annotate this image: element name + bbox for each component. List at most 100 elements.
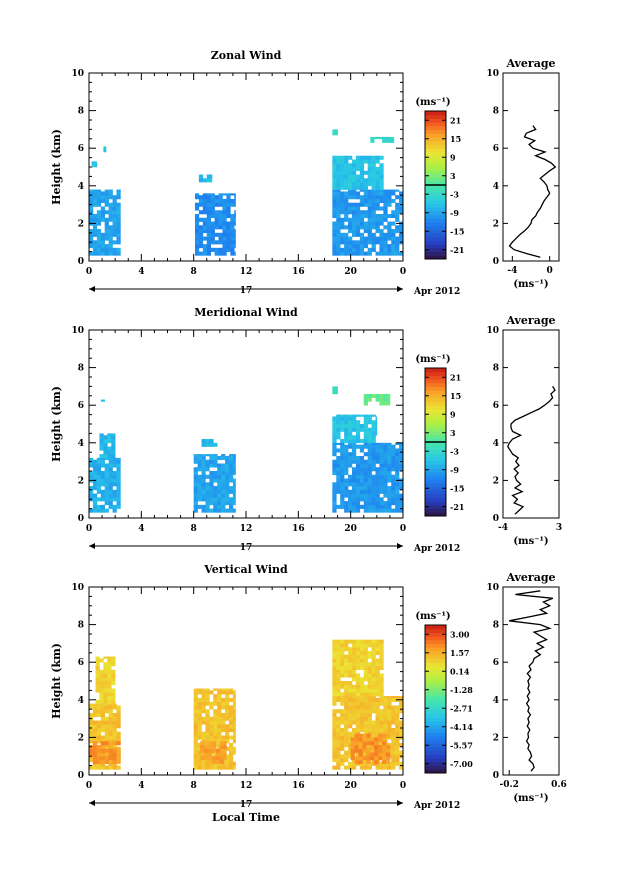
heatmap-cell	[194, 206, 200, 211]
heatmap-cell	[367, 650, 372, 655]
heatmap-cell	[348, 202, 353, 207]
heatmap-cell	[391, 244, 396, 249]
heatmap-cell	[217, 705, 222, 710]
heatmap-cell	[205, 467, 210, 472]
heatmap-cell	[383, 455, 388, 461]
heatmap-cell	[232, 724, 236, 729]
heatmap-cell	[206, 251, 211, 256]
heatmap-cell	[336, 746, 341, 751]
heatmap-cell	[385, 756, 391, 761]
heatmap-cell	[112, 251, 117, 256]
heatmap-cell	[232, 716, 236, 721]
heatmap-cell	[348, 504, 353, 509]
heatmap-cell	[116, 705, 121, 710]
heatmap-cell	[366, 733, 371, 738]
heatmap-cell	[217, 724, 222, 729]
heatmap-cell	[112, 731, 117, 736]
colorbar-segment	[425, 247, 446, 253]
heatmap-cell	[116, 501, 121, 506]
colorbar-segment	[425, 397, 446, 402]
heatmap-cell	[344, 439, 349, 444]
heatmap-cell	[363, 185, 368, 190]
heatmap-cell	[221, 508, 226, 513]
heatmap-cell	[197, 482, 202, 487]
heatmap-cell	[108, 744, 113, 749]
heatmap-cell	[382, 136, 387, 140]
heatmap-cell	[218, 210, 223, 215]
heatmap-cell	[395, 508, 400, 513]
heatmap-cell	[340, 754, 345, 759]
heatmap-cell	[395, 467, 400, 472]
heatmap-cell	[89, 758, 94, 763]
heatmap-cell	[344, 504, 349, 509]
heatmap-cell	[371, 182, 376, 187]
heatmap-cell	[395, 716, 400, 721]
date-line-arrow	[397, 543, 403, 549]
heatmap-cell	[103, 684, 108, 689]
heatmap-cell	[96, 486, 102, 491]
heatmap-cell	[116, 709, 121, 714]
heatmap-cell	[391, 486, 396, 491]
heatmap-cell	[371, 688, 376, 693]
heatmap-cell	[332, 416, 337, 421]
heatmap-cell	[201, 720, 206, 725]
heatmap-cell	[344, 159, 349, 164]
heatmap-cell	[351, 185, 357, 190]
heatmap-cell	[336, 167, 341, 172]
heatmap-cell	[198, 198, 204, 204]
heatmap-cell	[367, 206, 372, 211]
heatmap-cell	[209, 439, 214, 444]
x-tick-label: 0	[86, 267, 92, 277]
heatmap-cell	[228, 758, 234, 763]
colorbar-segment	[425, 386, 446, 391]
heatmap-cell	[375, 189, 380, 192]
heatmap-cell	[213, 493, 218, 498]
heatmap-cell	[211, 759, 217, 765]
heatmap-cell	[205, 765, 210, 770]
panel-title: Meridional Wind	[194, 306, 298, 319]
colorbar-tick-label: -9	[450, 208, 459, 218]
heatmap-cell	[332, 643, 337, 648]
heatmap-cell	[363, 720, 368, 725]
heatmap-cell	[332, 750, 337, 755]
heatmap-cell	[201, 455, 206, 461]
heatmap-cell	[367, 681, 372, 686]
heatmap-cell	[217, 497, 222, 502]
heatmap-cell	[367, 489, 372, 494]
heatmap-cell	[383, 728, 388, 733]
heatmap-cell	[340, 439, 345, 444]
heatmap-cell	[221, 493, 226, 498]
heatmap-cell	[391, 240, 396, 245]
heatmap-cell	[379, 765, 384, 770]
heatmap-cell	[206, 236, 211, 241]
heatmap-cell	[201, 486, 206, 491]
heatmap-cell	[379, 701, 384, 706]
heatmap-cell	[348, 720, 353, 725]
heatmap-cell	[108, 478, 113, 483]
heatmap-cell	[100, 198, 105, 204]
heatmap-cell	[375, 420, 378, 425]
heatmap-cell	[193, 688, 198, 691]
heatmap-cell	[194, 232, 200, 237]
heatmap-cell	[383, 697, 388, 702]
heatmap-cell	[104, 457, 109, 461]
heatmap-cell	[395, 236, 400, 241]
heatmap-cell	[99, 677, 104, 682]
heatmap-cell	[112, 504, 117, 509]
heatmap-cell	[358, 733, 363, 738]
heatmap-cell	[336, 163, 341, 168]
heatmap-cell	[226, 247, 231, 252]
colorbar-unit-label: (ms⁻¹)	[415, 611, 450, 622]
heatmap-cell	[89, 210, 94, 215]
heatmap-cell	[391, 731, 396, 736]
heatmap-cell	[116, 236, 121, 241]
heatmap-cell	[100, 459, 105, 464]
heatmap-cell	[399, 251, 404, 256]
heatmap-cell	[336, 716, 341, 721]
heatmap-cell	[100, 191, 105, 196]
colorbar-segment	[425, 732, 446, 737]
heatmap-cell	[89, 739, 94, 744]
heatmap-cell	[228, 690, 234, 695]
heatmap-cell	[359, 650, 365, 655]
heatmap-cell	[363, 225, 368, 230]
